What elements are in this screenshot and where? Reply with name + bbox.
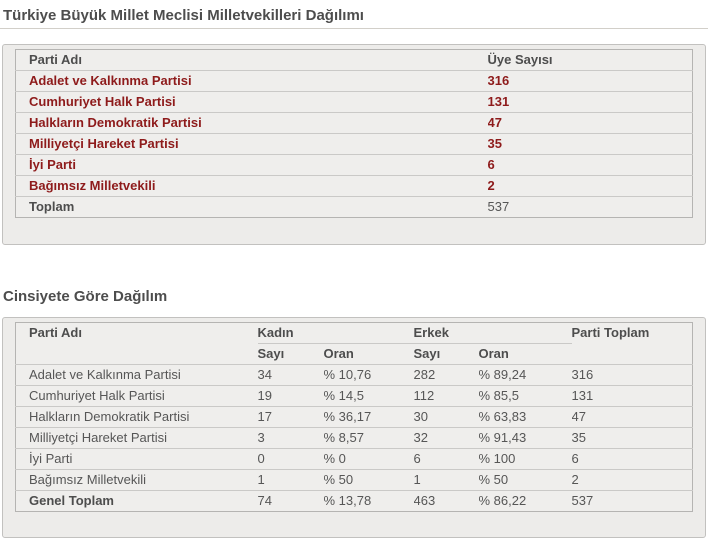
party-count-link[interactable]: 131 bbox=[487, 91, 693, 113]
party-name: Bağımsız Milletvekili bbox=[15, 469, 258, 491]
section1-title: Türkiye Büyük Millet Meclisi Milletvekil… bbox=[3, 7, 364, 24]
male-ratio: % 85,5 bbox=[478, 385, 572, 407]
col-header-female-count: Sayı bbox=[257, 346, 285, 361]
male-ratio: % 50 bbox=[478, 469, 572, 491]
total-value: 537 bbox=[487, 196, 693, 218]
table-row: Bağımsız Milletvekili 2 bbox=[15, 175, 693, 197]
col-header-female-ratio: Oran bbox=[323, 346, 354, 361]
party-total: 2 bbox=[571, 469, 693, 491]
male-count: 32 bbox=[413, 427, 479, 449]
party-name-link[interactable]: Milliyetçi Hareket Partisi bbox=[15, 133, 488, 155]
female-count: 19 bbox=[257, 385, 324, 407]
gender-distribution-table: Parti Adı Kadın Erkek Parti Toplam Sayı … bbox=[15, 322, 693, 512]
female-ratio: % 10,76 bbox=[323, 364, 414, 386]
table-row: İyi Parti 0 % 0 6 % 100 6 bbox=[15, 448, 693, 470]
female-ratio-total: % 13,78 bbox=[323, 490, 414, 512]
party-total-grand: 537 bbox=[571, 490, 693, 512]
section2-title: Cinsiyete Göre Dağılım bbox=[3, 288, 168, 305]
party-name-link[interactable]: Cumhuriyet Halk Partisi bbox=[15, 91, 488, 113]
female-ratio: % 8,57 bbox=[323, 427, 414, 449]
col-header-party: Parti Adı bbox=[29, 52, 82, 67]
table-row: Cumhuriyet Halk Partisi 131 bbox=[15, 91, 693, 113]
party-total: 35 bbox=[571, 427, 693, 449]
party-name: İyi Parti bbox=[15, 448, 258, 470]
table-row: İyi Parti 6 bbox=[15, 154, 693, 176]
total-row: Toplam 537 bbox=[15, 196, 693, 218]
party-name: Adalet ve Kalkınma Partisi bbox=[15, 364, 258, 386]
party-name: Cumhuriyet Halk Partisi bbox=[15, 385, 258, 407]
party-name: Halkların Demokratik Partisi bbox=[15, 406, 258, 428]
male-ratio: % 91,43 bbox=[478, 427, 572, 449]
table-row: Halkların Demokratik Partisi 17 % 36,17 … bbox=[15, 406, 693, 428]
total-label: Toplam bbox=[15, 196, 488, 218]
table-row: Milliyetçi Hareket Partisi 35 bbox=[15, 133, 693, 155]
party-name-link[interactable]: Bağımsız Milletvekili bbox=[15, 175, 488, 197]
party-count-link[interactable]: 316 bbox=[487, 70, 693, 92]
party-name-link[interactable]: Adalet ve Kalkınma Partisi bbox=[15, 70, 488, 92]
party-distribution-table: Parti Adı Üye Sayısı Adalet ve Kalkınma … bbox=[15, 49, 693, 218]
group-header-row: Parti Adı Kadın Erkek Parti Toplam bbox=[16, 322, 693, 344]
female-count-total: 74 bbox=[257, 490, 324, 512]
party-name: Milliyetçi Hareket Partisi bbox=[15, 427, 258, 449]
col-header-male-count: Sayı bbox=[413, 346, 441, 361]
table-row: Adalet ve Kalkınma Partisi 316 bbox=[15, 70, 693, 92]
male-count: 30 bbox=[413, 406, 479, 428]
female-count: 0 bbox=[257, 448, 324, 470]
female-ratio: % 36,17 bbox=[323, 406, 414, 428]
table-row: Bağımsız Milletvekili 1 % 50 1 % 50 2 bbox=[15, 469, 693, 491]
col-header-party-total: Parti Toplam bbox=[571, 325, 650, 340]
table-row: Adalet ve Kalkınma Partisi 34 % 10,76 28… bbox=[15, 364, 693, 386]
party-count-link[interactable]: 35 bbox=[487, 133, 693, 155]
party-count-link[interactable]: 47 bbox=[487, 112, 693, 134]
table-row: Milliyetçi Hareket Partisi 3 % 8,57 32 %… bbox=[15, 427, 693, 449]
sub-header-row: Sayı Oran Sayı Oran bbox=[16, 344, 693, 365]
male-count: 1 bbox=[413, 469, 479, 491]
party-total: 316 bbox=[571, 364, 693, 386]
male-ratio: % 63,83 bbox=[478, 406, 572, 428]
gender-distribution-panel: Parti Adı Kadın Erkek Parti Toplam Sayı … bbox=[2, 317, 706, 538]
table-header-row: Parti Adı Üye Sayısı bbox=[16, 50, 693, 71]
male-ratio-total: % 86,22 bbox=[478, 490, 572, 512]
col-header-party: Parti Adı bbox=[29, 325, 82, 340]
col-header-male-ratio: Oran bbox=[478, 346, 509, 361]
male-count: 282 bbox=[413, 364, 479, 386]
party-count-link[interactable]: 6 bbox=[487, 154, 693, 176]
party-name-link[interactable]: Halkların Demokratik Partisi bbox=[15, 112, 488, 134]
party-total: 131 bbox=[571, 385, 693, 407]
page: Türkiye Büyük Millet Meclisi Milletvekil… bbox=[0, 7, 708, 538]
female-ratio: % 0 bbox=[323, 448, 414, 470]
female-count: 1 bbox=[257, 469, 324, 491]
party-count-link[interactable]: 2 bbox=[487, 175, 693, 197]
male-ratio: % 100 bbox=[478, 448, 572, 470]
col-header-count: Üye Sayısı bbox=[487, 52, 553, 67]
col-header-female: Kadın bbox=[257, 322, 414, 344]
female-count: 17 bbox=[257, 406, 324, 428]
female-ratio: % 14,5 bbox=[323, 385, 414, 407]
table-row: Halkların Demokratik Partisi 47 bbox=[15, 112, 693, 134]
party-distribution-panel: Parti Adı Üye Sayısı Adalet ve Kalkınma … bbox=[2, 44, 706, 245]
male-count: 112 bbox=[413, 385, 479, 407]
party-total: 47 bbox=[571, 406, 693, 428]
grand-total-label: Genel Toplam bbox=[15, 490, 258, 512]
female-count: 3 bbox=[257, 427, 324, 449]
table-row: Cumhuriyet Halk Partisi 19 % 14,5 112 % … bbox=[15, 385, 693, 407]
male-count-total: 463 bbox=[413, 490, 479, 512]
male-ratio: % 89,24 bbox=[478, 364, 572, 386]
female-count: 34 bbox=[257, 364, 324, 386]
grand-total-row: Genel Toplam 74 % 13,78 463 % 86,22 537 bbox=[15, 490, 693, 512]
col-header-male: Erkek bbox=[413, 322, 572, 344]
title-divider bbox=[0, 28, 708, 29]
female-ratio: % 50 bbox=[323, 469, 414, 491]
party-total: 6 bbox=[571, 448, 693, 470]
party-name-link[interactable]: İyi Parti bbox=[15, 154, 488, 176]
male-count: 6 bbox=[413, 448, 479, 470]
